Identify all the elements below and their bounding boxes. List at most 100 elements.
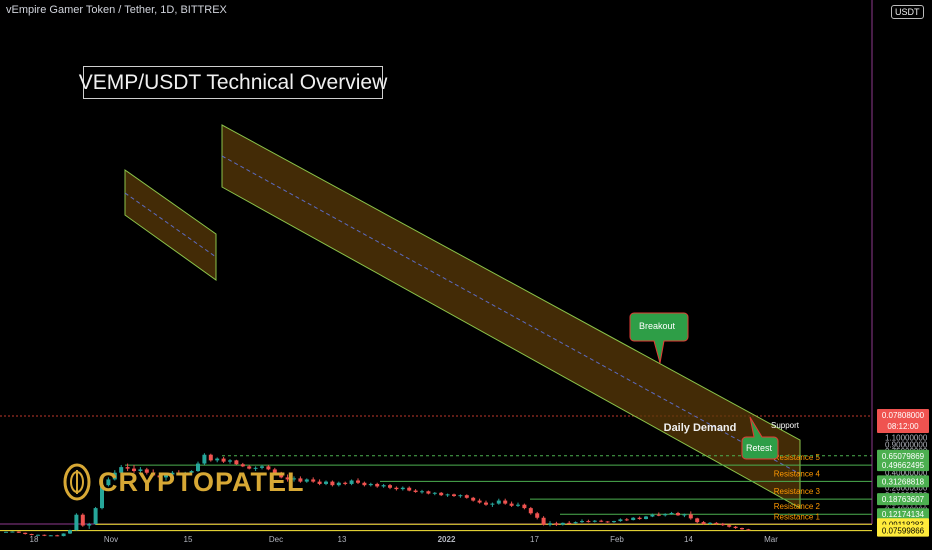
candle-body — [80, 514, 85, 526]
candle-body — [535, 513, 540, 518]
level-price-tag-1-bg — [877, 475, 929, 488]
candle-body — [164, 474, 168, 478]
candle-body — [464, 495, 469, 498]
candle-body — [567, 522, 572, 524]
candle-body — [375, 483, 380, 487]
candle — [669, 511, 674, 515]
candle-body — [68, 530, 72, 534]
candle — [580, 519, 584, 523]
candle-body — [349, 480, 354, 484]
candle — [202, 453, 207, 465]
candle — [688, 511, 693, 520]
candle-body — [55, 535, 60, 537]
countdown-text: 08:12:00 — [887, 422, 919, 431]
candle-body — [688, 514, 693, 519]
level-price-tag-5-text: 0.07599866 — [882, 527, 925, 536]
candle — [701, 521, 706, 525]
current-price-text: 0.07808000 — [882, 411, 925, 420]
candle — [157, 472, 162, 480]
candle — [132, 464, 136, 473]
candle-body — [676, 513, 680, 516]
x-tick-label: 17 — [530, 535, 539, 544]
candle — [464, 494, 469, 499]
candle — [183, 471, 188, 477]
level-price-tag-0-text: 0.49662495 — [882, 461, 925, 470]
level-price-tag-5-bg — [877, 524, 929, 537]
candle-body — [503, 500, 508, 504]
candle-body — [432, 492, 437, 494]
candle-body — [439, 492, 444, 496]
x-tick-label: Mar — [764, 535, 778, 544]
candle-body — [42, 534, 47, 536]
overview-title: VEMP/USDT Technical Overview — [79, 66, 387, 99]
candle-body — [631, 517, 636, 521]
candle — [10, 531, 15, 533]
candle — [676, 511, 680, 516]
candle — [23, 532, 28, 535]
candle-body — [304, 479, 309, 482]
candle-body — [100, 485, 104, 509]
candle — [87, 522, 92, 529]
candle — [586, 519, 591, 523]
candle — [362, 481, 367, 487]
breakout-callout: Breakout — [629, 312, 689, 364]
candle-body — [253, 467, 258, 469]
candle — [144, 467, 149, 475]
x-tick-label: Dec — [269, 535, 283, 544]
candle — [298, 476, 303, 483]
candle-body — [669, 513, 674, 515]
candle — [624, 518, 629, 522]
candle-body — [125, 467, 130, 469]
candle — [592, 520, 597, 523]
candle — [48, 535, 53, 537]
candle — [733, 525, 738, 529]
candle-body — [560, 522, 565, 525]
candle — [349, 479, 354, 486]
candle — [74, 513, 79, 531]
candle-body — [157, 475, 162, 478]
candle-body — [61, 533, 66, 537]
candle-body — [484, 502, 488, 505]
x-tick-label: 2022 — [438, 535, 456, 544]
level-label-2: Resistance 3 — [774, 487, 821, 496]
candle — [452, 493, 456, 497]
candle-body — [356, 480, 360, 483]
candle — [541, 516, 546, 526]
y-tick-label: 1.10000000 — [885, 433, 928, 442]
candle-body — [714, 522, 719, 524]
candle — [381, 483, 386, 488]
candle-body — [388, 485, 392, 488]
candle — [196, 461, 200, 472]
candle-body — [496, 500, 501, 504]
y-tick-label: 0.40000000 — [885, 469, 928, 478]
candle — [484, 500, 488, 506]
x-tick-label: Feb — [610, 535, 624, 544]
x-tick-label: Nov — [104, 535, 118, 544]
candle-body — [208, 454, 213, 461]
candle — [560, 522, 565, 526]
candle — [503, 498, 508, 505]
candle-body — [624, 519, 629, 521]
candle — [221, 456, 226, 463]
candle-body — [138, 469, 143, 472]
candle — [682, 513, 687, 518]
candle — [55, 534, 60, 537]
candle-body — [10, 531, 15, 533]
candle — [522, 503, 527, 510]
candle — [458, 494, 463, 498]
candle — [100, 483, 104, 510]
candle — [279, 471, 284, 479]
candle-body — [701, 522, 706, 524]
currency-badge[interactable]: USDT — [891, 5, 924, 19]
candle-body — [343, 482, 348, 484]
candle — [336, 481, 341, 487]
candle — [68, 529, 72, 535]
candle-body — [612, 521, 616, 523]
candle — [618, 518, 623, 522]
candle-body — [618, 519, 623, 522]
x-tick-label: 15 — [184, 535, 193, 544]
candle — [720, 522, 725, 526]
candle — [663, 513, 668, 517]
candle-body — [695, 518, 700, 523]
